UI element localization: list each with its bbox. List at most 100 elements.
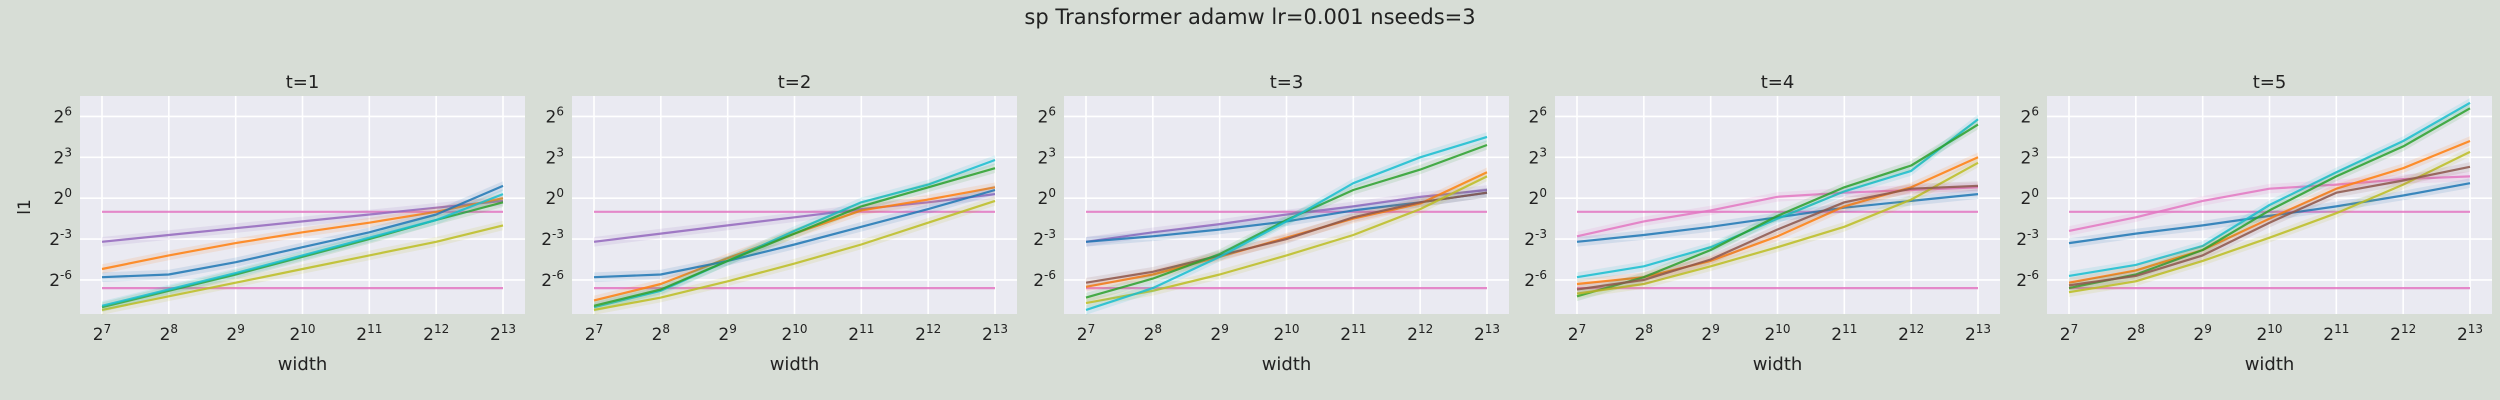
- x-tick-label: 28: [2127, 322, 2145, 345]
- x-tick-label: 210: [2256, 322, 2282, 345]
- series-band: [102, 181, 503, 282]
- y-tick-label-exponent: -6: [552, 268, 564, 282]
- y-tick-label-exponent: 0: [2031, 186, 2039, 200]
- y-tick-label-exponent: 6: [1539, 104, 1547, 118]
- series-line: [593, 199, 996, 311]
- y-tick-label-base: 2: [546, 189, 557, 209]
- x-tick-label-exponent: 9: [729, 322, 737, 336]
- y-tick-label-base: 2: [1038, 107, 1049, 127]
- x-axis-label: width: [1262, 354, 1312, 375]
- series-line: [101, 193, 504, 307]
- x-tick-label: 213: [490, 322, 516, 345]
- y-tick-label: 2-3: [1033, 227, 1056, 250]
- panel-title: t=2: [778, 72, 812, 93]
- y-tick-label-base: 2: [2016, 230, 2027, 250]
- x-tick-label-exponent: 11: [1351, 322, 1366, 336]
- x-tick-label-exponent: 12: [1909, 322, 1924, 336]
- y-tick-label-base: 2: [1038, 148, 1049, 168]
- y-tick-label: 20: [1038, 186, 1056, 209]
- x-tick-label-base: 2: [1210, 325, 1221, 345]
- x-tick-label: 211: [1340, 322, 1366, 345]
- x-tick-label-base: 2: [1568, 325, 1579, 345]
- x-tick-label-exponent: 7: [596, 322, 604, 336]
- x-tick-label-base: 2: [781, 325, 792, 345]
- y-tick-label: 23: [54, 145, 72, 168]
- x-axis-label: width: [2245, 354, 2295, 375]
- series-line: [1576, 118, 1979, 279]
- y-tick-label-base: 2: [1038, 189, 1049, 209]
- y-tick-label-exponent: 6: [1048, 104, 1056, 118]
- series-band: [2069, 162, 2470, 291]
- x-tick-label-exponent: 12: [1418, 322, 1433, 336]
- series-line: [1576, 184, 1979, 291]
- x-tick-label-exponent: 9: [1221, 322, 1229, 336]
- series-line: [1576, 123, 1979, 298]
- series-band: [1577, 181, 1978, 295]
- x-tick-label: 27: [2060, 322, 2078, 345]
- x-tick-label-exponent: 13: [1976, 322, 1991, 336]
- y-tick-label-exponent: 6: [64, 104, 72, 118]
- y-tick-label-base: 2: [2016, 271, 2027, 291]
- y-tick-label-base: 2: [1524, 271, 1535, 291]
- y-tick-label-base: 2: [541, 230, 552, 250]
- y-tick-label-base: 2: [2021, 148, 2032, 168]
- x-tick-label-exponent: 8: [170, 322, 178, 336]
- x-tick-label-exponent: 12: [2401, 322, 2416, 336]
- x-tick-label-base: 2: [160, 325, 171, 345]
- x-tick-label-exponent: 11: [367, 322, 382, 336]
- panel-title: t=5: [2253, 72, 2287, 93]
- x-tick-label-base: 2: [2390, 325, 2401, 345]
- series-line: [593, 188, 996, 279]
- x-tick-label: 28: [160, 322, 178, 345]
- x-tick-label-exponent: 8: [1154, 322, 1162, 336]
- x-tick-label-base: 2: [1831, 325, 1842, 345]
- series-line: [2068, 101, 2471, 277]
- y-tick-label: 20: [2021, 186, 2039, 209]
- panel-title: t=4: [1761, 72, 1795, 93]
- x-tick-label: 29: [2193, 322, 2211, 345]
- x-tick-label-exponent: 12: [434, 322, 449, 336]
- y-tick-label-exponent: -3: [1044, 227, 1056, 241]
- y-tick-label-base: 2: [2021, 107, 2032, 127]
- y-tick-label-exponent: -3: [60, 227, 72, 241]
- y-tick-label: 23: [1038, 145, 1056, 168]
- series-line: [593, 167, 996, 307]
- series-line: [101, 184, 504, 279]
- y-tick-label-base: 2: [1033, 271, 1044, 291]
- panel-title: t=3: [1270, 72, 1304, 93]
- y-tick-label-base: 2: [541, 271, 552, 291]
- x-tick-label: 211: [848, 322, 874, 345]
- y-tick-label: 2-3: [1524, 227, 1547, 250]
- x-tick-label: 211: [356, 322, 382, 345]
- x-tick-label-exponent: 9: [237, 322, 245, 336]
- series-band: [1577, 152, 1978, 289]
- y-tick-label: 26: [2021, 104, 2039, 127]
- y-tick-label: 2-6: [1033, 268, 1056, 291]
- x-tick-label-base: 2: [1764, 325, 1775, 345]
- series-band: [594, 196, 995, 315]
- x-tick-label-base: 2: [1273, 325, 1284, 345]
- x-tick-label: 27: [1077, 322, 1095, 345]
- series-line: [101, 199, 504, 243]
- series-band: [2069, 147, 2470, 297]
- x-tick-label: 28: [1144, 322, 1162, 345]
- y-tick-label: 26: [1038, 104, 1056, 127]
- x-tick-label-exponent: 7: [2071, 322, 2079, 336]
- x-tick-label: 213: [2457, 322, 2483, 345]
- y-tick-label-exponent: 3: [2031, 145, 2039, 159]
- y-tick-label-exponent: 0: [64, 186, 72, 200]
- series-band: [102, 220, 503, 315]
- series-band: [594, 163, 995, 311]
- y-tick-label-exponent: 6: [556, 104, 564, 118]
- y-tick-label: 26: [54, 104, 72, 127]
- x-tick-label-base: 2: [490, 325, 501, 345]
- y-tick-label-exponent: -6: [1044, 268, 1056, 282]
- x-tick-label: 212: [423, 322, 449, 345]
- series-line: [2068, 182, 2471, 245]
- x-tick-label: 27: [93, 322, 111, 345]
- x-tick-label: 29: [1701, 322, 1719, 345]
